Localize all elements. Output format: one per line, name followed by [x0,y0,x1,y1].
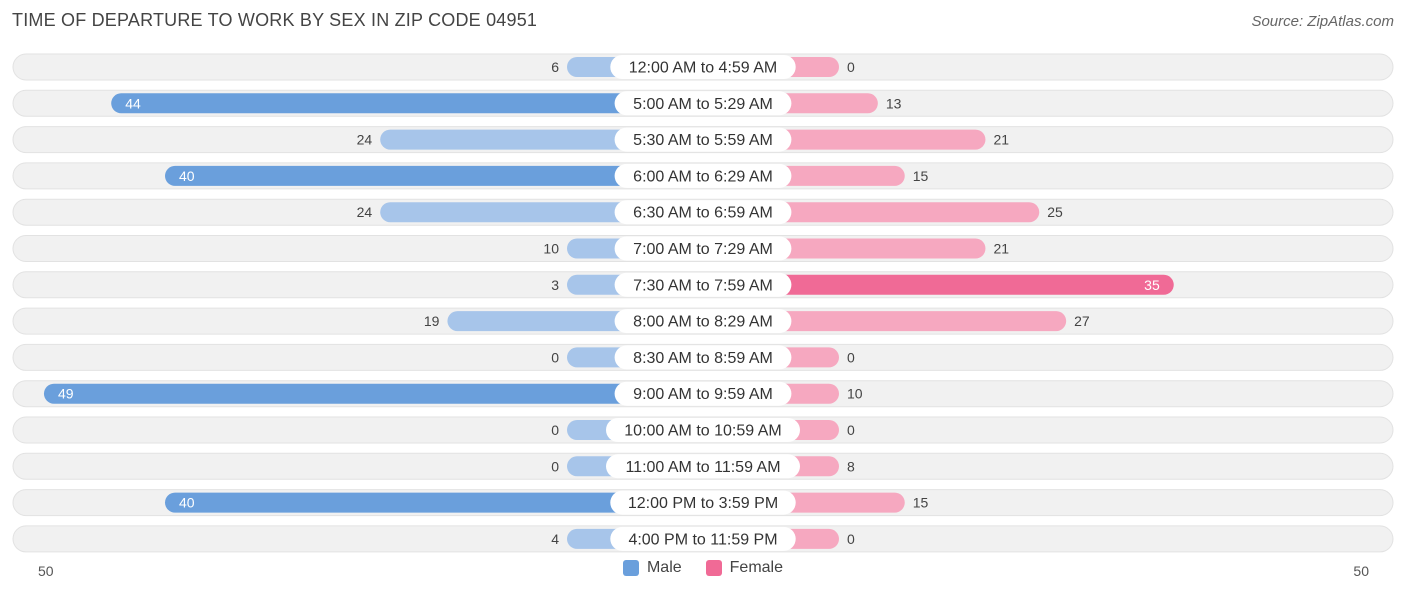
female-value-label: 35 [1144,277,1160,293]
male-bar [43,383,703,404]
category-label: 5:00 AM to 5:29 AM [633,96,773,113]
male-value-label: 3 [551,277,559,293]
category-label-pill [614,309,792,334]
category-label-pill [614,163,792,188]
female-value-label: 0 [847,59,855,75]
female-value-label: 13 [886,95,902,111]
category-label-pill [614,127,792,152]
male-value-label: 4 [551,531,559,547]
source-label: Source: ZipAtlas.com [1251,13,1394,30]
category-label: 8:00 AM to 8:29 AM [633,314,773,331]
category-label: 7:00 AM to 7:29 AM [633,241,773,258]
male-value-label: 24 [357,132,373,148]
female-bar [703,274,1174,295]
category-label-pill [610,490,796,515]
legend-male-label: Male [646,559,682,576]
female-value-label: 21 [993,241,1009,257]
category-label-pill [606,454,800,479]
category-label: 5:30 AM to 5:59 AM [633,132,773,149]
chart-title: TIME OF DEPARTURE TO WORK BY SEX IN ZIP … [12,10,538,30]
axis-left-label: 50 [38,563,54,579]
male-value-label: 0 [551,458,559,474]
category-label-pill [614,236,792,261]
female-value-label: 0 [847,531,855,547]
female-value-label: 25 [1047,204,1063,220]
legend: Male Female [0,559,1406,577]
category-label: 12:00 AM to 4:59 AM [629,60,778,77]
male-value-label: 0 [551,422,559,438]
male-value-label: 6 [551,59,559,75]
female-swatch [705,560,722,576]
female-value-label: 15 [913,168,929,184]
male-value-label: 40 [179,495,195,511]
category-label: 8:30 AM to 8:59 AM [633,350,773,367]
legend-item-female: Female [705,559,784,577]
category-label-pill [614,345,792,370]
male-value-label: 44 [125,95,141,111]
category-label: 10:00 AM to 10:59 AM [624,423,781,440]
male-swatch [622,560,639,576]
male-value-label: 49 [58,386,74,402]
category-label-pill [614,200,792,225]
category-label: 7:30 AM to 7:59 AM [633,277,773,294]
female-value-label: 10 [847,386,863,402]
category-label-pill [614,381,792,406]
female-value-label: 0 [847,422,855,438]
category-label-pill [606,418,800,442]
category-label-pill [614,91,792,116]
male-value-label: 19 [424,313,440,329]
category-label: 6:00 AM to 6:29 AM [633,168,773,185]
category-label-pill [610,55,796,79]
category-label-pill [614,272,792,297]
female-value-label: 21 [993,132,1009,148]
female-value-label: 8 [847,458,855,474]
male-bar [111,93,703,114]
female-value-label: 27 [1074,313,1090,329]
category-label: 6:30 AM to 6:59 AM [633,205,773,222]
male-bar [165,165,703,186]
axis-right-label: 50 [1353,563,1369,579]
legend-female-label: Female [729,559,784,576]
male-value-label: 0 [551,349,559,365]
category-label: 9:00 AM to 9:59 AM [633,386,773,403]
category-label: 4:00 PM to 11:59 PM [628,531,777,548]
male-value-label: 24 [357,204,373,220]
male-value-label: 40 [179,168,195,184]
female-bar [703,311,1067,332]
category-label: 12:00 PM to 3:59 PM [628,495,778,512]
category-label-pill [610,526,796,551]
male-bar [165,492,703,513]
male-value-label: 10 [543,241,559,257]
female-value-label: 15 [913,495,929,511]
category-label: 11:00 AM to 11:59 AM [625,459,780,476]
female-value-label: 0 [847,349,855,365]
legend-item-male: Male [622,559,682,577]
